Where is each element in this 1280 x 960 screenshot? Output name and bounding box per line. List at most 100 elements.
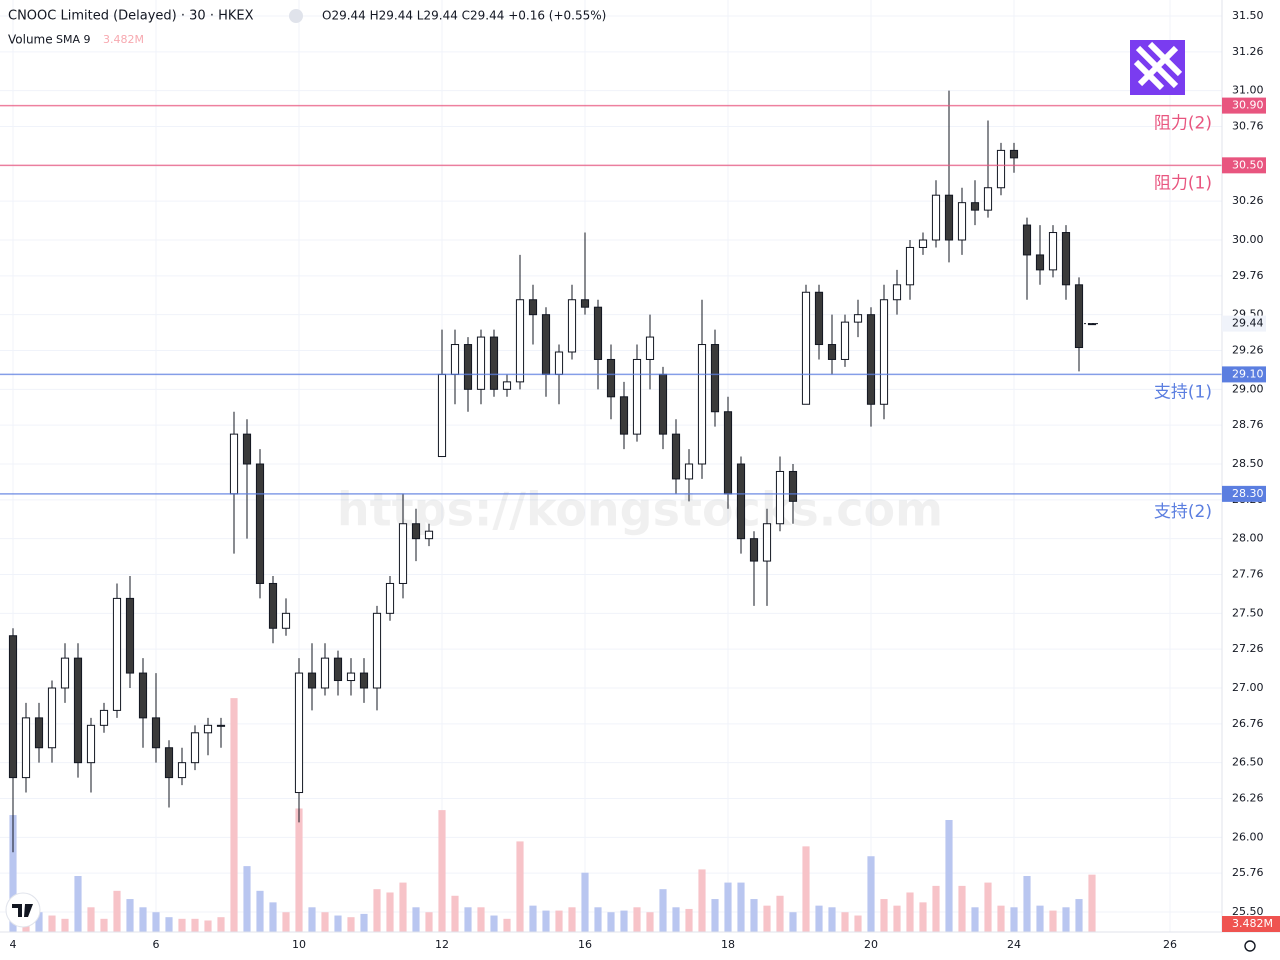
candle-body xyxy=(1022,224,1032,256)
level-name: 支持(1) xyxy=(1154,382,1212,402)
y-tick-label: 25.50 xyxy=(1232,905,1264,918)
candle-body xyxy=(437,373,447,458)
candle-body xyxy=(554,351,564,375)
candle-body xyxy=(489,336,499,390)
volume-bar xyxy=(100,918,108,932)
volume-bar xyxy=(152,912,160,932)
level-name: 阻力(2) xyxy=(1154,114,1212,134)
candle-body xyxy=(788,470,798,502)
settings-gear[interactable] xyxy=(1244,940,1256,952)
candle-body xyxy=(814,291,824,346)
price-pane: 阻力(2) 阻力(1) 支持(1) 支持(2) xyxy=(0,90,1222,853)
level-name: 阻力(1) xyxy=(1154,173,1212,193)
candle-body xyxy=(827,344,837,360)
candle-body xyxy=(879,299,889,405)
candle-body xyxy=(931,194,941,241)
volume-bar xyxy=(802,846,810,932)
volume-bar xyxy=(191,918,199,932)
volume-bar xyxy=(893,905,901,932)
level-badge xyxy=(1222,157,1266,174)
candle-body xyxy=(866,314,876,405)
grid xyxy=(0,0,1222,932)
candle-body xyxy=(853,314,863,323)
volume-bar xyxy=(763,905,771,932)
volume-bar xyxy=(35,912,43,932)
candle-body xyxy=(1048,232,1058,271)
x-tick-label: 26 xyxy=(1163,938,1177,951)
candle-body xyxy=(151,717,161,749)
y-tick-label: 29.76 xyxy=(1232,269,1264,282)
candle-body xyxy=(450,344,460,375)
volume-bar xyxy=(789,912,797,932)
candle-body xyxy=(411,523,421,540)
volume-bar xyxy=(672,907,680,932)
volume-bar xyxy=(464,907,472,932)
candle-body xyxy=(242,433,252,465)
level-badge xyxy=(1222,485,1266,502)
candle-body xyxy=(1035,254,1045,271)
candle-body xyxy=(86,724,96,764)
volume-bar xyxy=(412,907,420,932)
candle-body xyxy=(229,433,239,495)
volume-bar xyxy=(1036,905,1044,932)
candle-body xyxy=(957,202,967,241)
volume-bar xyxy=(217,917,225,932)
candle-body xyxy=(60,657,70,689)
volume-bar xyxy=(815,905,823,932)
y-tick-label: 30.76 xyxy=(1232,120,1264,133)
volume-bar xyxy=(698,869,706,932)
last-price-label: 29.44 xyxy=(1232,317,1264,330)
candle-body xyxy=(515,299,525,383)
volume-bar xyxy=(477,907,485,932)
volume-bar xyxy=(373,889,381,932)
volume-bar xyxy=(256,890,264,932)
candle-body xyxy=(385,582,395,614)
volume-bar xyxy=(334,915,342,932)
y-tick-label: 29.00 xyxy=(1232,382,1264,395)
candle-body xyxy=(697,344,707,465)
candle-body xyxy=(762,523,772,562)
candle-body xyxy=(983,187,993,211)
y-tick-label: 28.00 xyxy=(1232,532,1264,545)
volume-bar xyxy=(503,918,511,932)
tv-logo-mark xyxy=(12,904,33,917)
y-tick-label: 25.76 xyxy=(1232,866,1264,879)
y-tick-label: 26.76 xyxy=(1232,717,1264,730)
settings-icon[interactable] xyxy=(1244,940,1256,952)
y-tick-label: 29.26 xyxy=(1232,344,1264,357)
volume-title: Volume xyxy=(8,33,53,47)
volume-bar xyxy=(126,899,134,932)
last-price-badge xyxy=(1222,315,1266,332)
candle-body xyxy=(580,299,590,308)
volume-bar xyxy=(581,872,589,932)
candle-body xyxy=(1061,232,1071,286)
candle-body xyxy=(320,657,330,689)
candle-body xyxy=(73,657,83,764)
candle-body xyxy=(645,336,655,360)
candle-body xyxy=(8,635,18,779)
level-axis-label: 29.10 xyxy=(1232,367,1264,380)
volume-bar xyxy=(386,892,394,932)
volume-bar xyxy=(646,912,654,932)
volume-pane xyxy=(9,698,1096,932)
volume-bar xyxy=(347,917,355,932)
volume-bar xyxy=(737,882,745,932)
volume-bar xyxy=(61,918,69,932)
candle-body xyxy=(359,672,369,689)
candle-body xyxy=(164,747,174,779)
candle-body xyxy=(216,724,226,727)
candle-body xyxy=(658,373,668,435)
x-tick-label: 18 xyxy=(721,938,735,951)
candle-body xyxy=(528,299,538,316)
volume-bar xyxy=(984,882,992,932)
volume-bar xyxy=(1088,874,1096,932)
candle-body xyxy=(684,463,694,480)
candle-body xyxy=(801,291,811,405)
tv-logo xyxy=(5,892,41,928)
candle-body xyxy=(177,762,187,779)
candle-body xyxy=(47,687,57,749)
y-tick-label: 27.26 xyxy=(1232,642,1264,655)
volume-bar xyxy=(295,808,303,932)
candle-body xyxy=(398,523,408,584)
